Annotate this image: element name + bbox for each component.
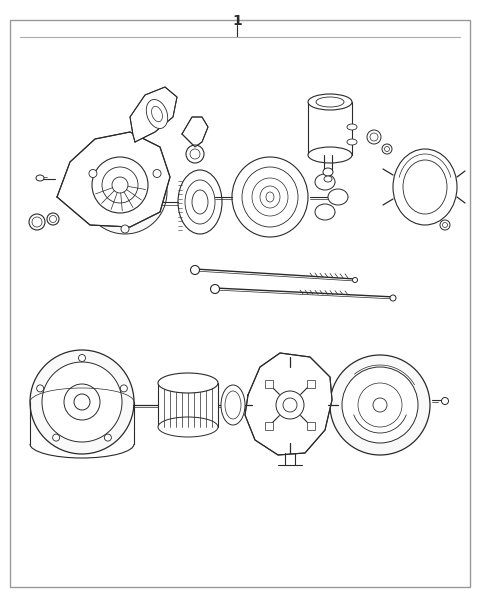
Ellipse shape <box>36 175 44 181</box>
Circle shape <box>373 398 387 412</box>
Ellipse shape <box>315 174 335 190</box>
Circle shape <box>330 355 430 455</box>
Polygon shape <box>130 87 177 142</box>
Circle shape <box>191 266 200 275</box>
Ellipse shape <box>221 385 245 425</box>
Circle shape <box>153 170 161 177</box>
Circle shape <box>384 146 389 152</box>
Circle shape <box>104 434 111 441</box>
Ellipse shape <box>192 190 208 214</box>
Circle shape <box>89 170 97 177</box>
Circle shape <box>102 167 138 203</box>
Circle shape <box>36 385 44 392</box>
Ellipse shape <box>158 417 218 437</box>
Ellipse shape <box>393 149 457 225</box>
Ellipse shape <box>358 383 402 427</box>
Ellipse shape <box>328 189 348 205</box>
Circle shape <box>443 223 447 227</box>
Ellipse shape <box>347 124 357 130</box>
Ellipse shape <box>323 168 333 176</box>
Ellipse shape <box>146 100 168 128</box>
Circle shape <box>276 391 304 419</box>
Circle shape <box>442 398 448 405</box>
Circle shape <box>121 225 129 233</box>
Circle shape <box>211 285 219 294</box>
Ellipse shape <box>316 97 344 107</box>
Circle shape <box>53 434 60 441</box>
Ellipse shape <box>152 106 162 122</box>
Bar <box>265 380 273 388</box>
Circle shape <box>440 220 450 230</box>
Polygon shape <box>245 353 332 455</box>
Ellipse shape <box>266 192 274 202</box>
Circle shape <box>32 217 42 227</box>
Circle shape <box>352 278 358 282</box>
Ellipse shape <box>324 176 332 182</box>
Polygon shape <box>182 117 208 147</box>
Circle shape <box>74 394 90 410</box>
Circle shape <box>283 398 297 412</box>
Ellipse shape <box>308 94 352 110</box>
Circle shape <box>79 355 85 362</box>
Ellipse shape <box>185 180 215 224</box>
Circle shape <box>92 157 148 213</box>
Circle shape <box>30 350 134 454</box>
Ellipse shape <box>178 170 222 234</box>
Circle shape <box>390 295 396 301</box>
Circle shape <box>382 144 392 154</box>
Ellipse shape <box>260 186 280 208</box>
Bar <box>265 422 273 430</box>
Circle shape <box>342 367 418 443</box>
Circle shape <box>120 385 127 392</box>
Circle shape <box>42 362 122 442</box>
Bar <box>307 380 315 388</box>
Ellipse shape <box>158 373 218 393</box>
Ellipse shape <box>242 167 298 227</box>
Ellipse shape <box>225 391 241 419</box>
Ellipse shape <box>252 178 288 216</box>
Polygon shape <box>57 132 170 227</box>
Ellipse shape <box>315 204 335 220</box>
Ellipse shape <box>403 160 447 214</box>
Ellipse shape <box>347 139 357 145</box>
Circle shape <box>47 213 59 225</box>
Circle shape <box>364 389 396 421</box>
Ellipse shape <box>232 157 308 237</box>
Text: 1: 1 <box>232 14 242 28</box>
Bar <box>307 422 315 430</box>
Circle shape <box>29 214 45 230</box>
Circle shape <box>83 150 167 234</box>
Circle shape <box>186 145 204 163</box>
Circle shape <box>112 177 128 193</box>
Circle shape <box>64 384 100 420</box>
Circle shape <box>49 216 57 223</box>
Circle shape <box>370 133 378 141</box>
Circle shape <box>367 130 381 144</box>
Circle shape <box>190 149 200 159</box>
Ellipse shape <box>308 147 352 163</box>
